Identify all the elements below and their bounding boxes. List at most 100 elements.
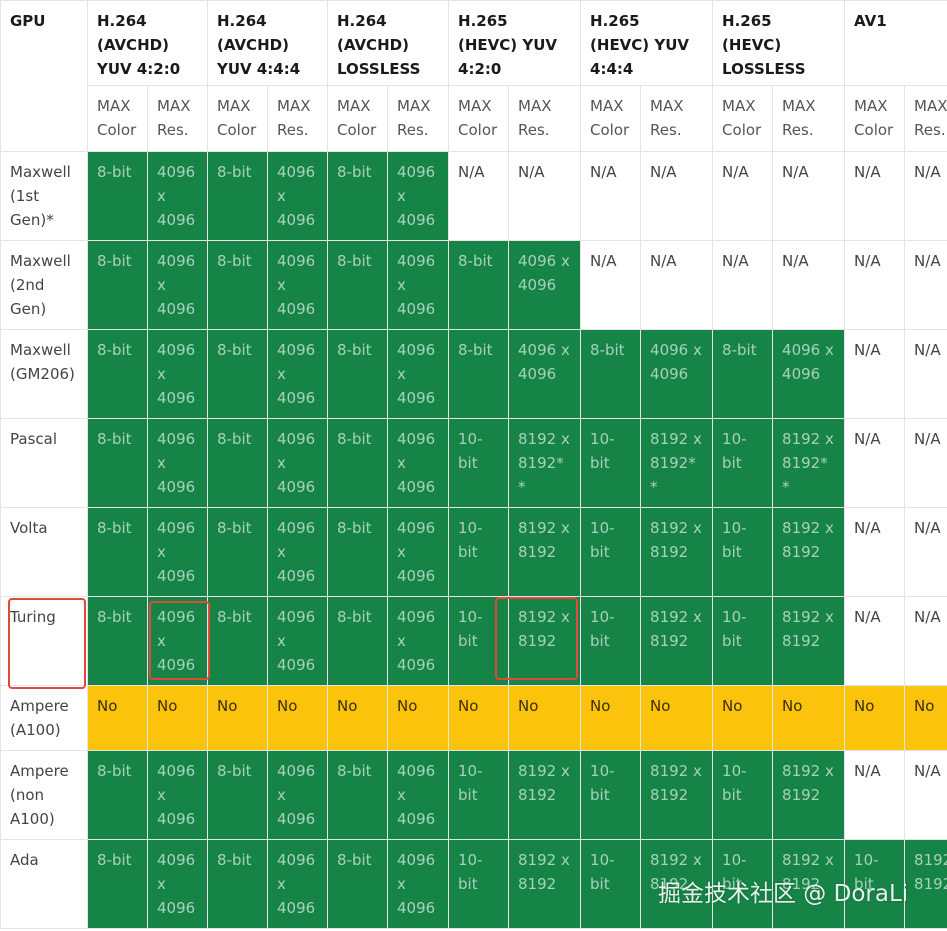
max-res-cell: 8192 x 8192 xyxy=(772,596,846,686)
max-res-cell: N/A xyxy=(772,240,846,330)
max-res-cell: N/A xyxy=(640,240,714,330)
max-color-cell: 8-bit xyxy=(87,750,148,840)
max-color-cell: N/A xyxy=(844,329,906,419)
group-header: H.264 (AVCHD) LOSSLESS xyxy=(326,0,450,86)
max-res-cell: 4096 x 4096 xyxy=(386,839,450,929)
max-res-cell: No xyxy=(640,685,714,751)
max-color-cell: 10-bit xyxy=(580,596,642,686)
group-header: H.265 (HEVC) LOSSLESS xyxy=(712,0,846,86)
max-res-cell: 8192 x 8192 xyxy=(772,507,846,597)
table-row: Volta 8-bit 4096 x 4096 8-bit 4096 x 4096 8-b… xyxy=(0,507,947,597)
max-color-cell: 10-bit xyxy=(712,507,774,597)
max-color-cell: 10-bit xyxy=(580,507,642,597)
max-res-cell: 4096 x 4096 xyxy=(267,750,328,840)
max-res-cell: N/A xyxy=(904,329,947,419)
max-color-cell: 8-bit xyxy=(207,329,268,419)
max-color-cell: 8-bit xyxy=(448,240,510,330)
max-color-cell: 10-bit xyxy=(448,418,510,508)
max-res-header: MAX Res. xyxy=(640,85,714,152)
gpu-column-header: GPU xyxy=(0,0,88,152)
max-color-cell: 8-bit xyxy=(87,329,148,419)
gpu-name-cell: Ampere (non A100) xyxy=(0,750,88,840)
max-color-cell: 10-bit xyxy=(712,750,774,840)
max-color-cell: No xyxy=(448,685,510,751)
codec-group-row: GPU H.264 (AVCHD) YUV 4:2:0 H.264 (AVCHD… xyxy=(0,0,947,152)
max-res-cell: 8192 x 8192** xyxy=(772,418,846,508)
max-res-header: MAX Res. xyxy=(386,85,450,152)
max-res-cell: No xyxy=(147,685,208,751)
max-color-cell: N/A xyxy=(580,151,642,241)
max-res-cell: No xyxy=(386,685,450,751)
max-color-header: MAX Color xyxy=(844,85,906,152)
max-res-cell: 4096 x 4096 xyxy=(386,329,450,419)
max-res-cell: N/A xyxy=(904,507,947,597)
group-header: H.265 (HEVC) YUV 4:4:4 xyxy=(580,0,714,86)
max-color-cell: 10-bit xyxy=(580,750,642,840)
max-res-cell: N/A xyxy=(904,240,947,330)
max-res-cell: 4096 x 4096 xyxy=(386,596,450,686)
max-res-cell: 4096 x 4096 xyxy=(386,507,450,597)
max-color-header: MAX Color xyxy=(448,85,510,152)
table-row: Maxwell (GM206) 8-bit 4096 x 4096 8-bit 4096… xyxy=(0,329,947,419)
group-header: H.264 (AVCHD) YUV 4:4:4 xyxy=(207,0,328,86)
max-color-cell: N/A xyxy=(844,151,906,241)
max-color-cell: N/A xyxy=(712,151,774,241)
max-color-cell: 8-bit xyxy=(87,151,148,241)
max-res-cell: No xyxy=(267,685,328,751)
max-res-cell: 8192 x 8192 xyxy=(772,750,846,840)
max-res-cell: 4096 x 4096 xyxy=(386,151,450,241)
max-res-cell: 8192 x 8192 xyxy=(640,750,714,840)
max-color-header: MAX Color xyxy=(712,85,774,152)
max-res-cell: 8192 x 8192 xyxy=(640,596,714,686)
max-res-cell: 4096 x 4096 xyxy=(147,596,208,686)
max-color-cell: 8-bit xyxy=(327,151,388,241)
table-row: Turing 8-bit 4096 x 4096 8-bit 4096 x 4096 8-… xyxy=(0,596,947,686)
max-res-cell: 8192 x 8192** xyxy=(640,418,714,508)
max-color-cell: 8-bit xyxy=(580,329,642,419)
max-res-cell: 4096 x 4096 xyxy=(147,839,208,929)
gpu-name-cell: Volta xyxy=(0,507,88,597)
max-color-cell: 8-bit xyxy=(87,240,148,330)
max-res-cell: 4096 x 4096 xyxy=(267,151,328,241)
max-color-cell: N/A xyxy=(580,240,642,330)
max-color-cell: 10-bit xyxy=(712,839,774,929)
gpu-name-cell: Maxwell (1st Gen)* xyxy=(0,151,88,241)
max-res-cell: No xyxy=(904,685,947,751)
max-res-cell: N/A xyxy=(904,596,947,686)
max-color-cell: 8-bit xyxy=(207,151,268,241)
max-res-cell: 4096 x 4096 xyxy=(386,750,450,840)
gpu-name-cell: Pascal xyxy=(0,418,88,508)
max-color-cell: 10-bit xyxy=(448,839,510,929)
max-res-cell: 8192 x 8192 xyxy=(508,507,582,597)
group-header: AV1 xyxy=(844,0,947,86)
max-color-cell: 8-bit xyxy=(327,240,388,330)
max-res-cell: 8192 x 8192 xyxy=(640,507,714,597)
group-header: H.265 (HEVC) YUV 4:2:0 xyxy=(448,0,582,86)
gpu-name-cell: Maxwell (2nd Gen) xyxy=(0,240,88,330)
max-res-cell: 4096 x 4096 xyxy=(147,418,208,508)
max-color-cell: No xyxy=(712,685,774,751)
max-res-cell: 8192 x 8192 xyxy=(508,839,582,929)
max-res-cell: 4096 x 4096 xyxy=(267,418,328,508)
table-row: Ada 8-bit 4096 x 4096 8-bit 4096 x 4096 8-bit… xyxy=(0,839,947,929)
max-color-cell: N/A xyxy=(844,750,906,840)
max-color-cell: No xyxy=(87,685,148,751)
max-res-header: MAX Res. xyxy=(267,85,328,152)
max-color-cell: 8-bit xyxy=(327,839,388,929)
max-res-cell: N/A xyxy=(772,151,846,241)
max-res-cell: N/A xyxy=(904,151,947,241)
table-row: Maxwell (2nd Gen) 8-bit 4096 x 4096 8-bit 40… xyxy=(0,240,947,330)
max-res-cell: 4096 x 4096 xyxy=(386,418,450,508)
max-res-cell: 4096 x 4096 xyxy=(147,329,208,419)
max-color-cell: 8-bit xyxy=(87,507,148,597)
max-color-cell: 10-bit xyxy=(448,596,510,686)
max-res-cell: 4096 x 4096 xyxy=(147,151,208,241)
max-color-header: MAX Color xyxy=(580,85,642,152)
max-color-cell: 10-bit xyxy=(844,839,906,929)
table-body: Maxwell (1st Gen)* 8-bit 4096 x 4096 8-bit 4… xyxy=(0,151,947,929)
max-res-cell: 4096 x 4096 xyxy=(267,329,328,419)
max-color-cell: No xyxy=(207,685,268,751)
max-res-cell: 8192 x 8192 xyxy=(508,596,582,686)
max-color-cell: 10-bit xyxy=(580,418,642,508)
